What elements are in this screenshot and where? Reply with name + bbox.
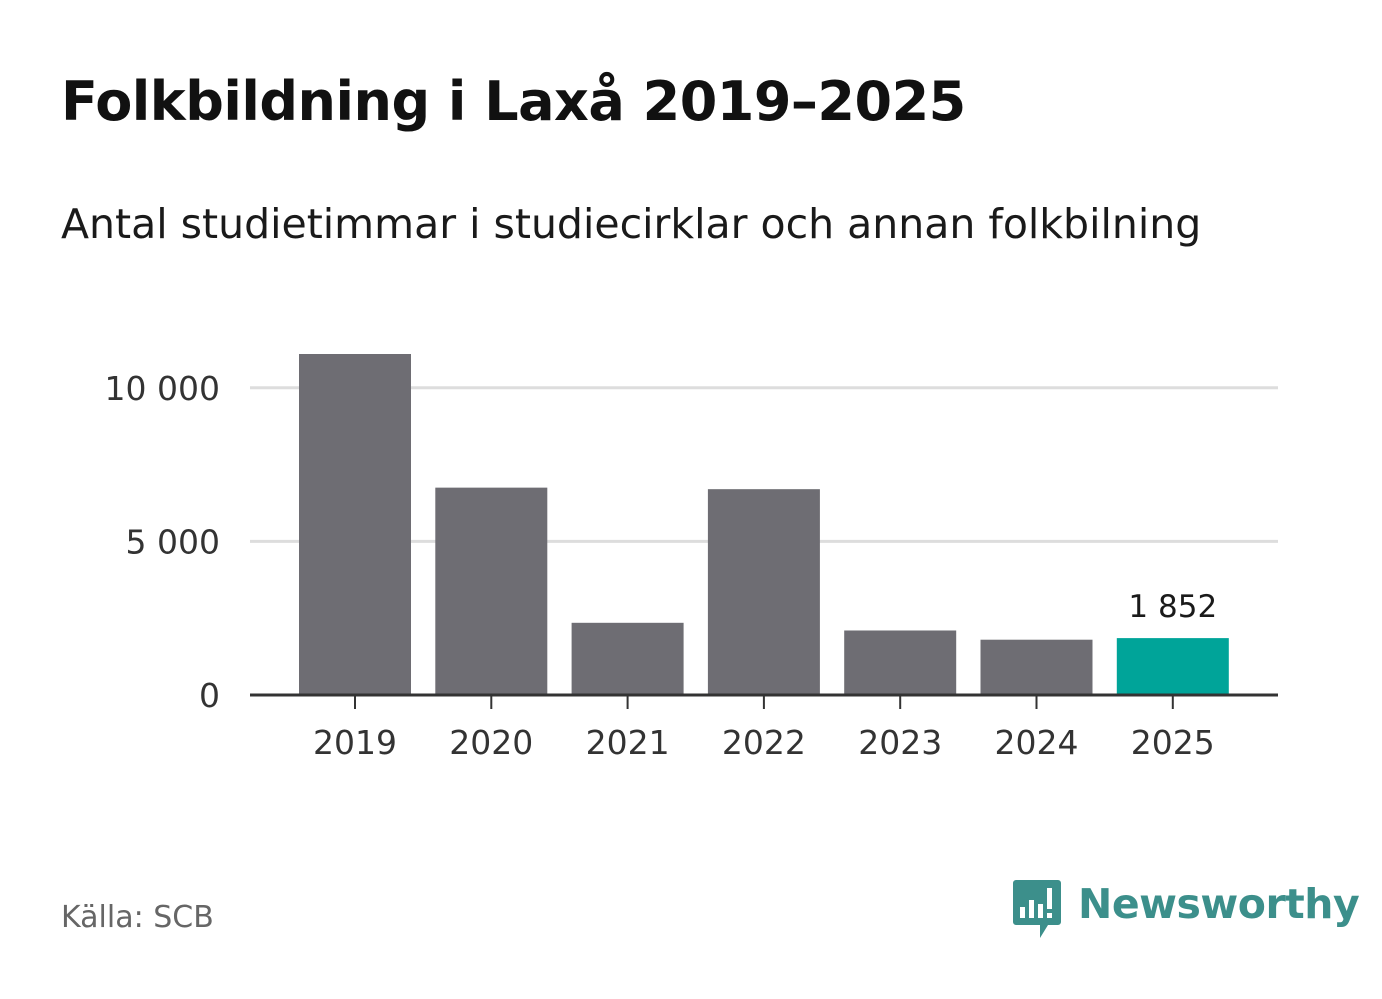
x-tick-label-2020: 2020 <box>449 723 533 762</box>
y-tick-label-5000: 5 000 <box>126 522 220 561</box>
source-note: Källa: SCB <box>61 900 214 935</box>
brand-logo: Newsworthy <box>1012 878 1360 940</box>
x-tick-label-2025: 2025 <box>1131 723 1215 762</box>
newsworthy-logo-icon <box>1013 880 1061 938</box>
data-label-2025: 1 852 <box>1128 589 1217 625</box>
bar-2023 <box>844 630 957 695</box>
bar-2025 <box>1116 638 1229 695</box>
bar-2020 <box>435 487 548 695</box>
bar-2022 <box>707 489 820 695</box>
x-tick-label-2019: 2019 <box>313 723 397 762</box>
bar-2021 <box>571 622 684 695</box>
bar-2024 <box>980 639 1093 695</box>
x-tick-label-2024: 2024 <box>995 723 1079 762</box>
x-tick-label-2022: 2022 <box>722 723 806 762</box>
x-tick-label-2023: 2023 <box>858 723 942 762</box>
y-tick-label-10000: 10 000 <box>105 369 220 408</box>
bar-2019 <box>299 354 411 695</box>
brand-name: Newsworthy <box>1078 880 1360 928</box>
y-tick-label-0: 0 <box>199 676 220 715</box>
x-tick-label-2021: 2021 <box>586 723 670 762</box>
chart-subtitle: Antal studietimmar i studiecirklar och a… <box>61 200 1202 248</box>
chart-title: Folkbildning i Laxå 2019–2025 <box>61 70 966 133</box>
